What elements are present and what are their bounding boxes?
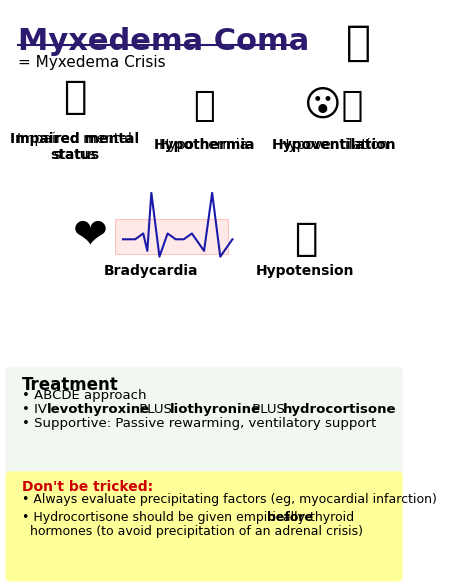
Text: • ABCDE approach: • ABCDE approach (22, 389, 146, 402)
Text: 🚑: 🚑 (346, 22, 371, 64)
Text: PLUS: PLUS (135, 403, 176, 416)
Text: hydrocortisone: hydrocortisone (283, 403, 397, 416)
Text: Treatment: Treatment (22, 375, 119, 394)
Text: • Always evaluate precipitating factors (eg, myocardial infarction): • Always evaluate precipitating factors … (22, 493, 437, 507)
Text: Bradycardia: Bradycardia (104, 264, 199, 278)
Text: = Myxedema Crisis: = Myxedema Crisis (18, 55, 165, 70)
Text: thyroid: thyroid (306, 511, 355, 524)
Text: Hypoventilation: Hypoventilation (272, 138, 396, 152)
Text: Hypothermia: Hypothermia (153, 138, 255, 152)
Text: 🤕: 🤕 (63, 78, 86, 116)
Text: Impaired mental
status: Impaired mental status (17, 132, 132, 162)
Text: Impaired mental
status: Impaired mental status (10, 132, 139, 162)
Text: 🩺: 🩺 (294, 220, 317, 258)
Text: Myxedema Coma: Myxedema Coma (18, 27, 309, 57)
Text: 😮‍💨: 😮‍💨 (304, 89, 364, 124)
Text: Hypotension: Hypotension (256, 264, 355, 278)
Text: • Supportive: Passive rewarming, ventilatory support: • Supportive: Passive rewarming, ventila… (22, 417, 376, 430)
Text: • IV: • IV (22, 403, 51, 416)
Text: ❤️: ❤️ (73, 215, 108, 257)
FancyBboxPatch shape (5, 472, 403, 582)
Text: Hypoventilation: Hypoventilation (279, 138, 389, 152)
Text: PLUS: PLUS (248, 403, 289, 416)
Text: hormones (to avoid precipitation of an adrenal crisis): hormones (to avoid precipitation of an a… (22, 525, 363, 538)
Text: Hypothermia: Hypothermia (159, 138, 249, 152)
Text: 🥶: 🥶 (193, 89, 215, 123)
FancyBboxPatch shape (5, 367, 403, 480)
Text: before: before (267, 511, 313, 524)
Text: levothyroxine: levothyroxine (46, 403, 150, 416)
Text: liothyronine: liothyronine (170, 403, 261, 416)
Text: Don't be tricked:: Don't be tricked: (22, 480, 153, 494)
Text: • Hydrocortisone should be given empirically: • Hydrocortisone should be given empiric… (22, 511, 309, 524)
FancyBboxPatch shape (115, 219, 228, 254)
